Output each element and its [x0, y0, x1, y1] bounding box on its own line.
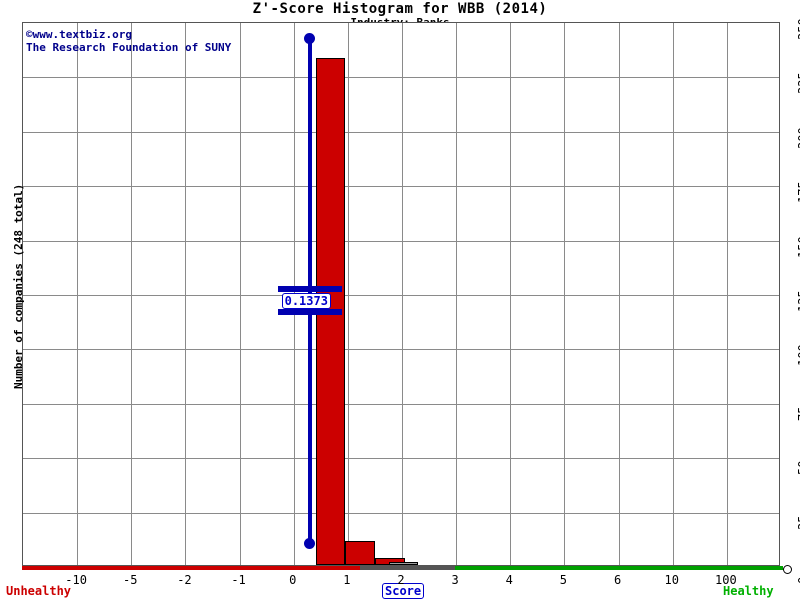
y-axis-tick-label: 0 [796, 577, 800, 584]
gridline-vertical [672, 23, 674, 565]
y-axis-tick-label: 200 [796, 127, 800, 149]
gridline-horizontal [23, 240, 779, 242]
gridline-vertical [77, 23, 79, 565]
x-axis-tick-label: 2 [397, 573, 405, 587]
x-axis-tick-label: 6 [613, 573, 622, 587]
histogram-bar [388, 562, 419, 565]
x-axis-tick-label: 0 [289, 573, 297, 587]
gridline-vertical [185, 23, 187, 565]
x-axis-tick-label: -1 [231, 573, 246, 587]
zone-strip [22, 566, 783, 570]
credit-text: ©www.textbiz.org The Research Foundation… [26, 28, 232, 54]
gridline-vertical [239, 23, 241, 565]
x-axis-tick-label: 4 [505, 573, 513, 587]
y-axis-tick-label: 25 [796, 515, 800, 530]
x-axis-tick-label: 3 [451, 573, 459, 587]
gridline-vertical [131, 23, 133, 565]
x-axis-tick-label: -2 [177, 573, 192, 587]
gridline-horizontal [23, 403, 779, 405]
label-healthy: Healthy [723, 584, 774, 598]
x-axis-tick-label: 10 [664, 573, 679, 587]
gridline-vertical [564, 23, 566, 565]
y-axis-tick-label: 100 [796, 344, 800, 367]
chart-title: Z'-Score Histogram for WBB (2014) [252, 1, 548, 17]
gridline-horizontal [23, 458, 779, 460]
y-axis-tick-label: 75 [796, 406, 800, 421]
y-axis-tick-label: 250 [796, 18, 800, 40]
marker-value-label: 0.1373 [281, 293, 331, 309]
gridline-horizontal [23, 131, 779, 133]
y-axis-title: Number of companies (248 total) [12, 183, 25, 389]
plot-area [22, 22, 780, 566]
y-axis-tick-label: 50 [796, 460, 800, 476]
y-axis-tick-label: 175 [796, 181, 800, 204]
gridline-horizontal [23, 186, 779, 188]
gridline-vertical [402, 23, 403, 565]
y-axis-tick-label: 125 [796, 290, 800, 312]
gridline-horizontal [23, 349, 779, 351]
gridline-vertical [618, 23, 620, 565]
x-axis-tick-label: 5 [559, 573, 568, 587]
gridline-vertical [347, 23, 349, 565]
label-unhealthy: Unhealthy [6, 584, 72, 598]
gridline-vertical [456, 23, 458, 565]
x-axis-title: Score [382, 583, 425, 599]
gridline-horizontal [23, 77, 779, 79]
marker-dot-top [304, 33, 316, 44]
axis-end-marker-icon [783, 565, 792, 574]
gridline-vertical [726, 23, 728, 565]
gridline-vertical [510, 23, 512, 565]
marker-dot-bottom [304, 538, 316, 549]
x-axis-tick-label: -10 [65, 573, 87, 587]
y-axis-tick-label: 150 [796, 235, 800, 258]
zone-unhealthy [22, 566, 361, 570]
zone-healthy [455, 566, 783, 570]
histogram-bar [345, 541, 376, 565]
x-axis-tick-label: -5 [123, 573, 138, 587]
gridline-horizontal [23, 295, 779, 296]
x-axis-tick-label: 100 [715, 573, 737, 587]
x-axis-tick-label: 1 [343, 573, 351, 587]
marker-whisker-top [277, 286, 342, 292]
marker-whisker-bottom [277, 309, 342, 315]
y-axis-tick-label: 225 [796, 72, 800, 95]
gridline-horizontal [23, 512, 779, 514]
zone-gray [360, 566, 456, 570]
